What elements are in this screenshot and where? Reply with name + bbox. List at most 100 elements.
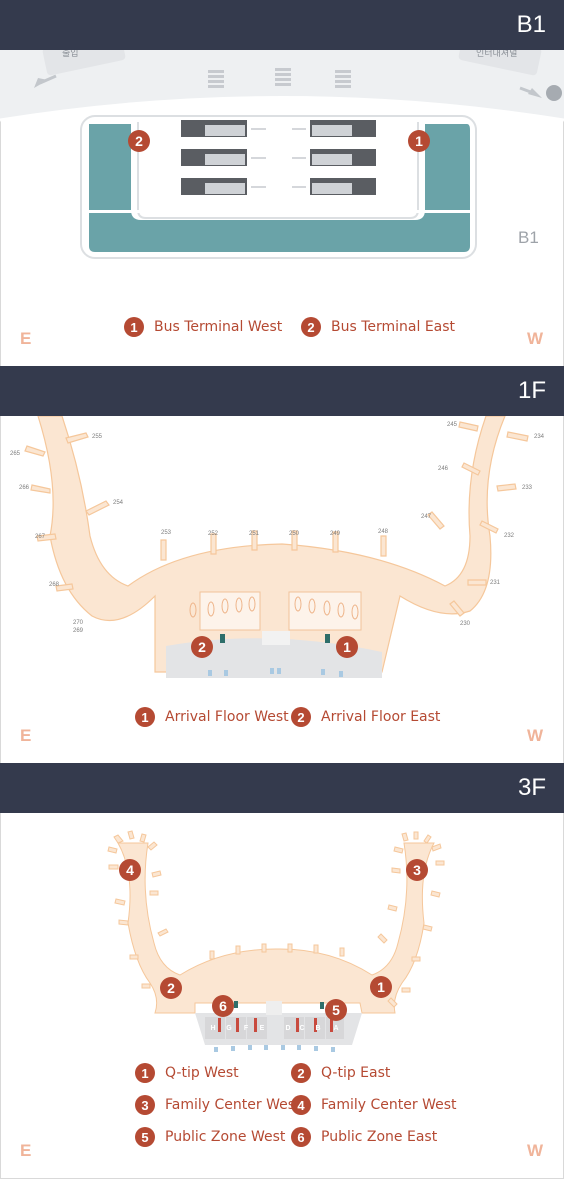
legend-item-arrival-floor-east[interactable]: 2 Arrival Floor East — [291, 706, 440, 728]
marker-3f-3[interactable]: 3 — [406, 859, 428, 881]
svg-text:4: 4 — [126, 862, 134, 878]
legend-item-q-tip-west[interactable]: 1 Q-tip West — [135, 1062, 239, 1084]
legend-label: Public Zone East — [321, 1129, 438, 1145]
svg-text:248: 248 — [378, 529, 389, 535]
legend-badge: 1 — [135, 707, 155, 727]
legend-label: Q-tip East — [321, 1065, 391, 1081]
svg-text:G: G — [226, 1025, 232, 1032]
legend-label: Public Zone West — [165, 1129, 286, 1145]
svg-text:231: 231 — [490, 580, 501, 586]
header-3f: 3F — [0, 763, 564, 813]
legend-item-family-center-west-4[interactable]: 4 Family Center West — [291, 1094, 457, 1116]
legend-item-bus-terminal-east[interactable]: 2 Bus Terminal East — [301, 316, 455, 338]
legend-badge: 3 — [135, 1095, 155, 1115]
inner-floor-label: B1 — [518, 228, 539, 247]
svg-text:2: 2 — [198, 639, 206, 655]
sign-right: 인터내셔널 — [476, 50, 517, 58]
legend-label: Arrival Floor East — [321, 709, 441, 725]
svg-text:247: 247 — [421, 514, 432, 520]
svg-text:1: 1 — [377, 979, 385, 995]
svg-text:1: 1 — [415, 133, 423, 149]
svg-text:266: 266 — [19, 485, 30, 491]
legend-label: Bus Terminal West — [154, 319, 283, 335]
svg-text:250: 250 — [289, 531, 300, 537]
svg-text:249: 249 — [330, 531, 341, 537]
svg-text:E: E — [260, 1025, 265, 1032]
direction-west: W — [527, 1141, 544, 1160]
svg-text:254: 254 — [113, 500, 124, 506]
map-1f: 255 265 266 254 267 253 252 251 250 249 … — [10, 416, 545, 678]
marker-b1-2[interactable]: 2 — [128, 130, 150, 152]
svg-text:2: 2 — [167, 980, 175, 996]
taxi-icon — [546, 85, 562, 101]
direction-east: E — [20, 1141, 32, 1160]
marker-3f-4[interactable]: 4 — [119, 859, 141, 881]
legend-badge: 4 — [291, 1095, 311, 1115]
sign-left: 출입 — [62, 50, 79, 58]
svg-text:1: 1 — [343, 639, 351, 655]
svg-text:230: 230 — [460, 621, 471, 627]
marker-3f-5[interactable]: 5 — [325, 999, 347, 1021]
header-b1: B1 — [0, 0, 564, 50]
svg-text:H: H — [210, 1025, 215, 1032]
svg-text:6: 6 — [219, 998, 227, 1014]
gate-labels: 255 265 266 254 267 253 252 251 250 249 … — [10, 422, 545, 634]
svg-text:245: 245 — [447, 422, 458, 428]
marker-3f-2[interactable]: 2 — [160, 977, 182, 999]
svg-text:A: A — [333, 1025, 338, 1032]
marker-3f-6[interactable]: 6 — [212, 995, 234, 1017]
section-3f: 3F — [0, 763, 564, 1179]
svg-text:232: 232 — [504, 533, 515, 539]
section-b1: B1 출입 인터내셔널 — [0, 0, 564, 367]
direction-west: W — [527, 329, 544, 348]
svg-text:B: B — [315, 1025, 320, 1032]
svg-text:255: 255 — [92, 434, 103, 440]
legend-badge: 2 — [291, 707, 311, 727]
svg-text:3: 3 — [413, 862, 421, 878]
legend-badge: 2 — [301, 317, 321, 337]
bus-platforms — [181, 120, 376, 195]
legend-item-q-tip-east[interactable]: 2 Q-tip East — [291, 1062, 390, 1084]
svg-text:2: 2 — [135, 133, 143, 149]
legend-label: Family Center West — [321, 1097, 457, 1113]
legend-badge: 1 — [124, 317, 144, 337]
legend-item-bus-terminal-west[interactable]: 1 Bus Terminal West — [124, 316, 282, 338]
svg-text:267: 267 — [35, 534, 46, 540]
floor-label-b1: B1 — [516, 11, 546, 38]
legend-item-public-zone-east[interactable]: 6 Public Zone East — [291, 1126, 437, 1148]
svg-text:F: F — [244, 1025, 249, 1032]
svg-text:253: 253 — [161, 530, 172, 536]
legend-label: Q-tip West — [165, 1065, 239, 1081]
legend-label: Family Center West — [165, 1097, 301, 1113]
legend-item-family-center-west-3[interactable]: 3 Family Center West — [135, 1094, 301, 1116]
svg-text:234: 234 — [534, 434, 545, 440]
legend-label: Arrival Floor West — [165, 709, 289, 725]
svg-text:270: 270 — [73, 620, 84, 626]
map-3f: H G F E D C B A 4 3 2 1 — [107, 830, 445, 1052]
direction-east: E — [20, 726, 32, 745]
direction-east: E — [20, 329, 32, 348]
direction-west: W — [527, 726, 544, 745]
svg-text:246: 246 — [438, 466, 449, 472]
counter-letters: H G F E D C B A — [210, 1025, 338, 1032]
legend-badge: 2 — [291, 1063, 311, 1083]
marker-b1-1[interactable]: 1 — [408, 130, 430, 152]
svg-text:265: 265 — [10, 451, 21, 457]
svg-text:268: 268 — [49, 582, 60, 588]
marker-1f-1[interactable]: 1 — [336, 636, 358, 658]
legend-label: Bus Terminal East — [331, 319, 456, 335]
svg-text:269: 269 — [73, 628, 84, 634]
svg-text:D: D — [285, 1025, 290, 1032]
marker-3f-1[interactable]: 1 — [370, 976, 392, 998]
map-b1: 출입 인터내셔널 2 — [0, 50, 564, 259]
floor-label-1f: 1F — [517, 377, 546, 404]
legend-item-public-zone-west[interactable]: 5 Public Zone West — [135, 1126, 285, 1148]
svg-text:252: 252 — [208, 531, 219, 537]
svg-text:233: 233 — [522, 485, 533, 491]
marker-1f-2[interactable]: 2 — [191, 636, 213, 658]
legend-item-arrival-floor-west[interactable]: 1 Arrival Floor West — [135, 706, 289, 728]
legend-badge: 6 — [291, 1127, 311, 1147]
header-1f: 1F — [0, 366, 564, 416]
svg-text:C: C — [299, 1025, 304, 1032]
svg-text:251: 251 — [249, 531, 260, 537]
